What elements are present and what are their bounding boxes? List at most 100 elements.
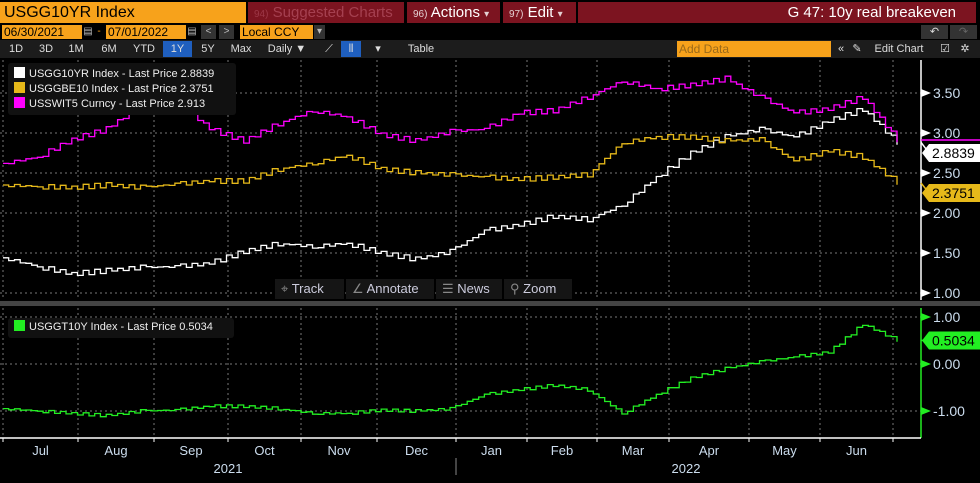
x-month-label: Jan [481,443,502,458]
currency-select[interactable]: Local CCY [240,25,313,39]
redo-button[interactable]: ↷ [950,25,977,39]
undo-button[interactable]: ↶ [921,25,948,39]
last-price-tag [922,331,980,350]
next-period-button[interactable]: > [219,25,234,39]
pencil-icon: ∠ [352,281,364,296]
legend-label: USGGBE10 Index - Last Price [29,83,177,95]
track-button[interactable]: ⌖ Track [275,279,344,299]
x-month-label: Aug [104,443,127,458]
bar-chart-icon[interactable]: ⫴ [341,41,361,57]
last-price-tag [922,144,980,162]
lower-legend: USGGT10Y Index - Last Price 0.5034 [8,318,234,338]
swatch-white [14,67,25,78]
calendar-icon[interactable]: ▤ [83,26,93,37]
last-price-label: 2.3751 [932,185,975,201]
y-tick-label: 2.50 [933,165,960,181]
legend-item[interactable]: USSWIT5 Curncy - Last Price 2.913 [14,97,230,112]
edit-num: 97) [509,9,524,20]
x-month-label: May [772,443,797,458]
tick-marker [921,360,931,368]
period-3d[interactable]: 3D [38,43,54,55]
period-1d[interactable]: 1D [8,43,24,55]
date-separator: - [97,26,101,37]
edit-chart-button[interactable]: Edit Chart [874,43,924,55]
legend-value: 2.913 [177,98,206,110]
panel-divider [0,301,980,306]
search-icon: ⚲ [510,281,520,296]
x-month-label: Sep [179,443,202,458]
x-month-label: Jun [846,443,867,458]
period-1y[interactable]: 1Y [163,41,192,57]
actions-menu[interactable]: 96) Actions ▾ [407,2,500,23]
tick-marker [921,249,931,257]
y-tick-label: 0.00 [933,356,960,372]
period-1m[interactable]: 1M [68,43,84,55]
prev-period-button[interactable]: < [201,25,216,39]
y-tick-label: -1.00 [933,403,965,419]
frequency-select[interactable]: Daily ▼ [267,43,307,55]
x-month-label: Dec [405,443,429,458]
y-tick-label: 2.00 [933,205,960,221]
legend-label: USSWIT5 Curncy - Last Price [29,98,175,110]
x-month-label: Jul [32,443,49,458]
calendar-icon[interactable]: ▤ [187,26,197,37]
chevron-down-icon: ▾ [557,9,563,20]
page-title: G 47: 10y real breakeven [578,2,976,23]
tick-marker [921,169,931,177]
table-button[interactable]: Table [407,43,435,55]
add-data-input[interactable]: Add Data [677,41,831,57]
last-price-tag [922,184,980,202]
period-max[interactable]: Max [230,43,252,55]
legend-label: USGGT10Y Index - Last Price [29,321,177,333]
ticker-field[interactable]: USGG10YR Index [0,2,246,23]
y-tick-label: 1.00 [933,285,960,301]
chevron-down-icon[interactable]: ▾ [314,25,325,39]
last-price-label: 0.5034 [932,333,975,349]
tick-marker [921,289,931,297]
period-5y[interactable]: 5Y [201,43,215,55]
y-tick-label: 3.50 [933,85,960,101]
suggested-charts-button[interactable]: 94) Suggested Charts [248,2,404,23]
annotate-button[interactable]: ∠ Annotate [346,279,434,299]
period-ytd[interactable]: YTD [133,43,155,55]
legend-value: 2.3751 [180,83,214,95]
y-tick-label: 1.00 [933,309,960,325]
legend-label: USGG10YR Index - Last Price [29,68,178,80]
gear-icon[interactable]: ✲ [960,43,970,55]
upper-legend: USGG10YR Index - Last Price 2.8839 USGGB… [8,63,236,115]
period-6m[interactable]: 6M [101,43,117,55]
collapse-icon[interactable]: « [837,43,845,55]
tick-marker [921,129,931,137]
edit-menu[interactable]: 97) Edit ▾ [503,2,576,23]
x-month-label: Oct [254,443,275,458]
news-button[interactable]: ☰ News [436,279,502,299]
series-line-usggbe10 [3,133,898,190]
x-year-label: 2021 [214,461,243,476]
edit-label: Edit [527,4,554,21]
series-line-usgg10yr [3,107,898,277]
last-price-label: 2.8839 [932,145,975,161]
y-tick-label: 3.00 [933,125,960,141]
tick-marker [921,313,931,321]
line-chart-icon[interactable]: ⟋ [325,43,333,55]
legend-value: 0.5034 [179,321,213,333]
checklist-icon[interactable]: ☑ [940,43,950,55]
tick-marker [921,209,931,217]
tick-marker [921,407,931,415]
chevron-down-icon[interactable]: ▾ [375,43,381,55]
legend-item[interactable]: USGG10YR Index - Last Price 2.8839 [14,67,230,82]
y-tick-label: 1.50 [933,245,960,261]
swatch-yellow [14,82,25,93]
end-date-input[interactable]: 07/01/2022 [106,25,186,39]
actions-num: 96) [413,9,428,20]
start-date-input[interactable]: 06/30/2021 [2,25,82,39]
zoom-button[interactable]: ⚲ Zoom [504,279,572,299]
suggested-label: Suggested Charts [272,4,393,21]
news-icon: ☰ [442,281,454,296]
chevron-down-icon: ▾ [484,9,490,20]
track-label: Track [291,281,324,296]
legend-item[interactable]: USGGBE10 Index - Last Price 2.3751 [14,82,230,97]
legend-item[interactable]: USGGT10Y Index - Last Price 0.5034 [14,320,228,335]
x-month-label: Feb [551,443,573,458]
